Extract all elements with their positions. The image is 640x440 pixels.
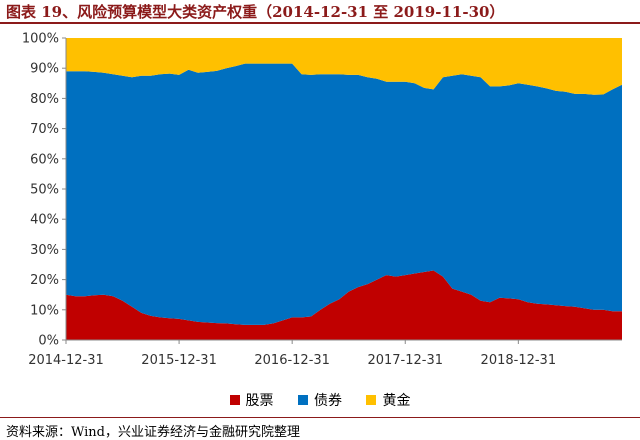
area-series-gold	[66, 38, 622, 95]
y-tick-label: 80%	[30, 92, 59, 107]
legend-item-stocks: 股票	[229, 390, 274, 410]
legend-label-gold: 黄金	[382, 393, 411, 409]
x-tick-label: 2018-12-31	[481, 353, 557, 368]
legend-item-gold: 黄金	[366, 390, 410, 410]
legend: 股票 债券 黄金	[0, 390, 640, 410]
x-tick-label: 2014-12-31	[28, 353, 104, 368]
source-note: 资料来源：Wind，兴业证券经济与金融研究院整理	[6, 425, 300, 440]
area-layer	[66, 38, 622, 340]
y-tick-label: 30%	[30, 243, 59, 258]
y-tick-label: 90%	[30, 62, 59, 77]
legend-swatch-stocks	[229, 395, 240, 405]
y-tick-label: 10%	[30, 303, 59, 318]
x-tick-label: 2017-12-31	[367, 353, 443, 368]
source-divider	[0, 417, 640, 418]
y-tick-label: 50%	[30, 183, 59, 198]
x-tick-label: 2015-12-31	[141, 353, 217, 368]
x-tick-label: 2016-12-31	[254, 353, 330, 368]
y-tick-label: 40%	[30, 213, 59, 228]
stacked-area-chart: 0% 10% 20% 30% 40% 50% 60% 70% 80% 90% 100% 2014-12…	[22, 32, 622, 368]
title-divider	[0, 22, 640, 24]
legend-label-stocks: 股票	[245, 393, 274, 409]
legend-label-bonds: 债券	[314, 393, 342, 409]
y-tick-label: 60%	[30, 152, 59, 167]
y-tick-label: 70%	[30, 122, 59, 137]
area-series-bonds	[66, 63, 622, 325]
legend-item-bonds: 债券	[298, 390, 342, 410]
chart-title: 图表 19、风险预算模型大类资产权重（2014-12-31 至 2019-11-…	[6, 3, 505, 21]
y-tick-label: 20%	[30, 273, 59, 288]
y-tick-label: 100%	[22, 32, 59, 47]
y-tick-label: 0%	[38, 334, 59, 349]
axes-layer: 0% 10% 20% 30% 40% 50% 60% 70% 80% 90% 100% 2014-12…	[22, 32, 622, 368]
legend-swatch-gold	[366, 395, 377, 405]
area-series-stocks	[66, 270, 622, 340]
legend-swatch-bonds	[298, 395, 308, 405]
